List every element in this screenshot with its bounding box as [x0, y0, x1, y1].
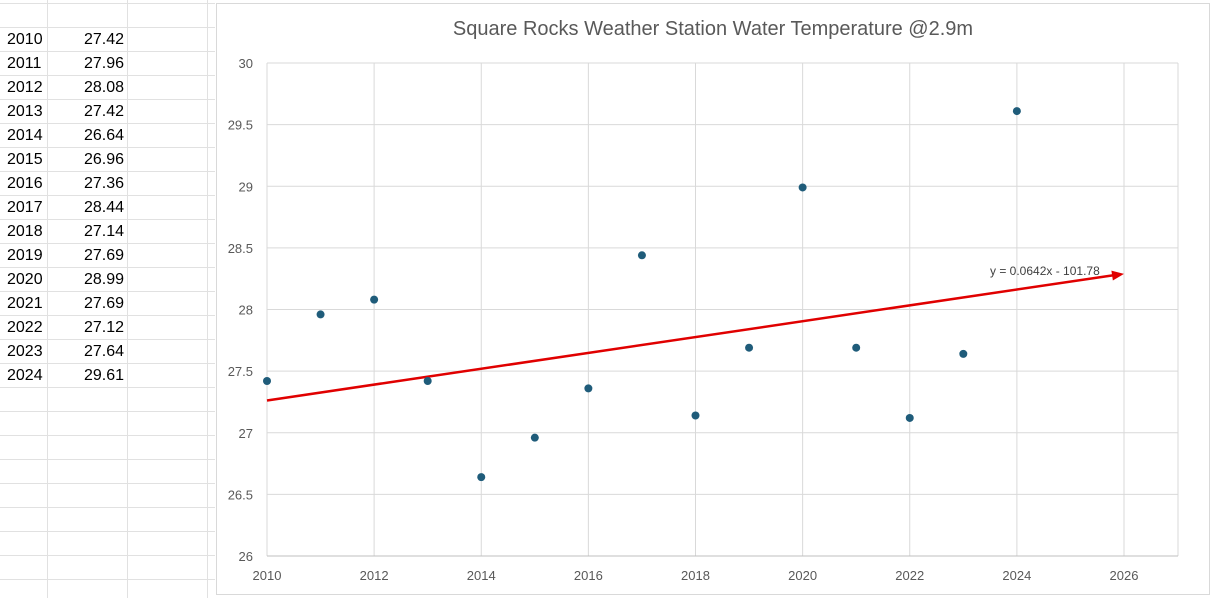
x-tick-label: 2024 — [1002, 568, 1031, 583]
temperature-cell[interactable]: 27.42 — [83, 103, 124, 120]
x-tick-label: 2020 — [788, 568, 817, 583]
row-gridline — [0, 435, 215, 436]
year-cell[interactable]: 2017 — [7, 199, 43, 216]
row-gridline — [0, 147, 215, 148]
data-point — [477, 473, 486, 482]
row-gridline — [0, 483, 215, 484]
data-point — [263, 376, 271, 385]
year-cell[interactable]: 2010 — [7, 31, 43, 48]
row-gridline — [0, 171, 215, 172]
x-tick-label: 2018 — [681, 568, 710, 583]
data-point — [584, 384, 593, 393]
column-gridline — [47, 0, 48, 598]
y-tick-label: 26 — [239, 549, 253, 564]
x-tick-label: 2010 — [253, 568, 282, 583]
year-cell[interactable]: 2023 — [7, 343, 43, 360]
row-gridline — [0, 507, 215, 508]
temperature-cell[interactable]: 27.69 — [83, 295, 124, 312]
row-gridline — [0, 315, 215, 316]
x-tick-label: 2022 — [895, 568, 924, 583]
temperature-cell[interactable]: 27.42 — [83, 31, 124, 48]
row-gridline — [0, 3, 215, 4]
year-cell[interactable]: 2014 — [7, 127, 43, 144]
year-cell[interactable]: 2021 — [7, 295, 43, 312]
temperature-cell[interactable]: 27.69 — [83, 247, 124, 264]
column-gridline — [127, 0, 128, 598]
y-tick-label: 26.5 — [228, 487, 253, 502]
data-point — [745, 343, 754, 352]
data-point — [905, 413, 914, 422]
year-cell[interactable]: 2024 — [7, 367, 43, 384]
row-gridline — [0, 579, 215, 580]
data-point — [530, 433, 539, 442]
data-point — [691, 411, 700, 420]
data-point — [370, 295, 379, 304]
y-tick-label: 27.5 — [228, 364, 253, 379]
data-point — [637, 251, 646, 260]
temperature-cell[interactable]: 26.96 — [83, 151, 124, 168]
temperature-cell[interactable]: 27.14 — [83, 223, 124, 240]
data-point — [1012, 107, 1021, 116]
row-gridline — [0, 363, 215, 364]
year-cell[interactable]: 2019 — [7, 247, 43, 264]
trendline — [266, 273, 1117, 402]
data-point — [423, 376, 432, 385]
row-gridline — [0, 267, 215, 268]
data-point — [316, 310, 325, 319]
row-gridline — [0, 459, 215, 460]
row-gridline — [0, 339, 215, 340]
row-gridline — [0, 27, 215, 28]
column-gridline — [207, 0, 208, 598]
y-tick-label: 29.5 — [228, 118, 253, 133]
row-gridline — [0, 531, 215, 532]
x-tick-label: 2016 — [574, 568, 603, 583]
row-gridline — [0, 123, 215, 124]
row-gridline — [0, 99, 215, 100]
row-gridline — [0, 219, 215, 220]
year-cell[interactable]: 2011 — [7, 55, 42, 72]
row-gridline — [0, 555, 215, 556]
row-gridline — [0, 411, 215, 412]
trendline-arrowhead — [1111, 270, 1124, 281]
chart-area[interactable] — [216, 3, 1210, 595]
x-tick-label: 2026 — [1110, 568, 1139, 583]
year-cell[interactable]: 2022 — [7, 319, 43, 336]
year-cell[interactable]: 2016 — [7, 175, 43, 192]
data-point — [959, 349, 968, 358]
year-cell[interactable]: 2018 — [7, 223, 43, 240]
chart-title[interactable]: Square Rocks Weather Station Water Tempe… — [452, 18, 974, 40]
row-gridline — [0, 291, 215, 292]
x-tick-label: 2014 — [467, 568, 496, 583]
row-gridline — [0, 195, 215, 196]
year-cell[interactable]: 2012 — [7, 79, 43, 96]
year-cell[interactable]: 2015 — [7, 151, 43, 168]
temperature-cell[interactable]: 27.96 — [83, 55, 124, 72]
y-tick-label: 28 — [239, 303, 253, 318]
temperature-cell[interactable]: 28.99 — [83, 271, 124, 288]
row-gridline — [0, 51, 215, 52]
y-tick-label: 29 — [239, 179, 253, 194]
trendline-equation-label: y = 0.0642x - 101.78 — [990, 264, 1100, 278]
y-tick-label: 28.5 — [228, 241, 253, 256]
temperature-cell[interactable]: 27.36 — [83, 175, 124, 192]
data-point — [852, 343, 861, 352]
row-gridline — [0, 387, 215, 388]
temperature-cell[interactable]: 28.08 — [83, 79, 124, 96]
temperature-cell[interactable]: 28.44 — [83, 199, 124, 216]
x-tick-label: 2012 — [360, 568, 389, 583]
row-gridline — [0, 75, 215, 76]
data-point — [798, 183, 807, 192]
y-tick-label: 30 — [239, 56, 253, 71]
y-tick-label: 27 — [239, 426, 253, 441]
year-cell[interactable]: 2013 — [7, 103, 43, 120]
temperature-cell[interactable]: 27.64 — [83, 343, 124, 360]
temperature-cell[interactable]: 29.61 — [83, 367, 124, 384]
row-gridline — [0, 243, 215, 244]
temperature-cell[interactable]: 26.64 — [83, 127, 124, 144]
temperature-cell[interactable]: 27.12 — [83, 319, 124, 336]
year-cell[interactable]: 2020 — [7, 271, 43, 288]
